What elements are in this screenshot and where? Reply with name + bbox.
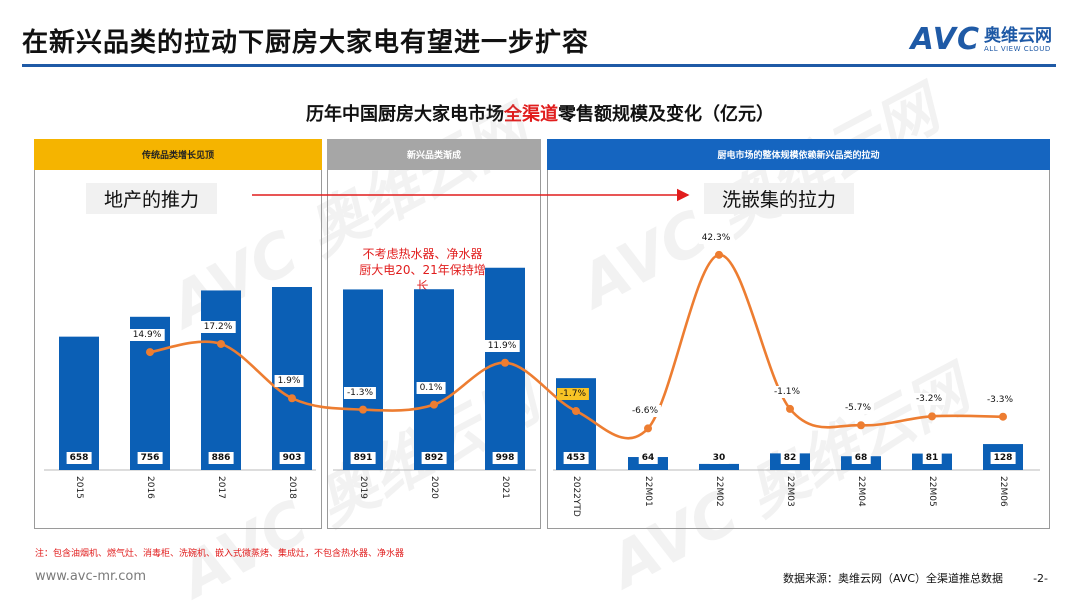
growth-label-2017: 17.2% [200,320,236,333]
growth-label-2021: 11.9% [484,339,520,352]
x-tick-2019: 2019 [358,476,368,499]
bar-value-2015: 658 [66,452,92,464]
bar-2019 [343,289,383,470]
bar-value-22M04: 68 [851,452,871,464]
bar-value-22M05: 81 [922,452,942,464]
source-text: 数据来源：奥维云网（AVC）全渠道推总数据 [783,572,1004,585]
bar-2020 [414,289,454,470]
growth-label-2018: 1.9% [274,375,304,388]
growth-label-22M04: -5.7% [841,402,875,415]
panel-emerging-header: 新兴品类渐成 [327,139,541,170]
footnote: 注：包含油烟机、燃气灶、消毒柜、洗碗机、嵌入式微蒸烤、集成灶，不包含热水器、净水… [35,549,405,559]
x-tick-2022YTD: 2022YTD [571,476,581,517]
bar-value-2019: 891 [350,452,376,464]
bar-value-2016: 756 [137,452,163,464]
bar-2017 [201,290,241,470]
growth-point-2019 [359,405,367,414]
growth-point-22M04 [857,421,865,430]
data-source: 数据来源：奥维云网（AVC）全渠道推总数据 -2- [783,570,1048,586]
x-tick-2018: 2018 [287,476,297,499]
growth-point-2017 [217,339,225,348]
growth-point-22M06 [999,412,1007,421]
panel-traditional-header: 传统品类增长见顶 [34,139,322,170]
bar-value-2020: 892 [421,452,447,464]
site-url[interactable]: www.avc-mr.com [35,569,147,584]
chart-title-part1: 历年中国厨房大家电市场 [306,104,504,125]
growth-point-2021 [501,358,509,367]
chart-title-highlight: 全渠道 [504,104,558,125]
bar-2015 [59,336,99,470]
page-title: 在新兴品类的拉动下厨房大家电有望进一步扩容 [22,28,590,58]
push-label-right: 洗嵌集的拉力 [704,183,855,214]
growth-point-22M03 [786,404,794,413]
x-tick-22M03: 22M03 [785,476,795,507]
growth-label-22M01: -6.6% [628,405,662,418]
x-tick-2021: 2021 [500,476,510,499]
bar-value-22M06: 128 [990,452,1016,464]
x-tick-2015: 2015 [74,476,84,499]
header-divider [22,64,1056,67]
emerging-note: 不考虑热水器、净水器 厨大电20、21年保持增长 [359,247,486,293]
logo-mark: AVC [910,22,980,57]
bar-2021 [485,267,525,470]
growth-label-2019: -1.3% [343,386,377,399]
growth-label-2016: 14.9% [129,329,165,342]
push-label-left: 地产的推力 [86,183,218,214]
growth-point-22M01 [644,424,652,433]
growth-label-22M03: -1.1% [770,385,804,398]
bar-value-2017: 886 [208,452,234,464]
growth-label-2020: 0.1% [416,381,446,394]
bar-value-2021: 998 [492,452,518,464]
growth-point-22M05 [928,412,936,421]
bar-22M02 [699,463,739,470]
growth-point-2022YTD [572,407,580,416]
growth-label-22M06: -3.3% [983,393,1017,406]
growth-label-22M02: 42.3% [698,231,734,244]
x-tick-2017: 2017 [216,476,226,499]
x-tick-2016: 2016 [145,476,155,499]
bar-value-22M02: 30 [709,452,729,464]
page-number: -2- [1033,572,1048,585]
growth-point-2020 [430,400,438,409]
panel-driven-header: 厨电市场的整体规模依赖新兴品类的拉动 [547,139,1050,170]
growth-point-22M02 [715,250,723,259]
x-tick-22M01: 22M01 [643,476,653,507]
bar-2016 [130,316,170,470]
growth-label-22M05: -3.2% [912,393,946,406]
bar-value-2018: 903 [279,452,305,464]
bar-value-2022YTD: 453 [563,452,589,464]
bar-value-22M01: 64 [638,452,658,464]
growth-label-2022YTD: -1.7% [556,388,590,401]
x-tick-22M04: 22M04 [856,476,866,507]
x-tick-22M06: 22M06 [998,476,1008,507]
logo-name-en: ALL VIEW CLOUD [984,44,1051,53]
bar-value-22M03: 82 [780,452,800,464]
chart-title-part2: 零售额规模及变化（亿元） [558,104,774,125]
logo-name-cn: 奥维云网 [984,25,1052,46]
chart-title: 历年中国厨房大家电市场全渠道零售额规模及变化（亿元） [0,100,1080,126]
growth-point-2016 [146,348,154,357]
x-tick-2020: 2020 [429,476,439,499]
x-tick-22M02: 22M02 [714,476,724,507]
avc-logo: AVC 奥维云网 ALL VIEW CLOUD [911,22,1052,57]
x-tick-22M05: 22M05 [927,476,937,507]
growth-point-2018 [288,394,296,403]
growth-trend-line [149,253,1004,440]
